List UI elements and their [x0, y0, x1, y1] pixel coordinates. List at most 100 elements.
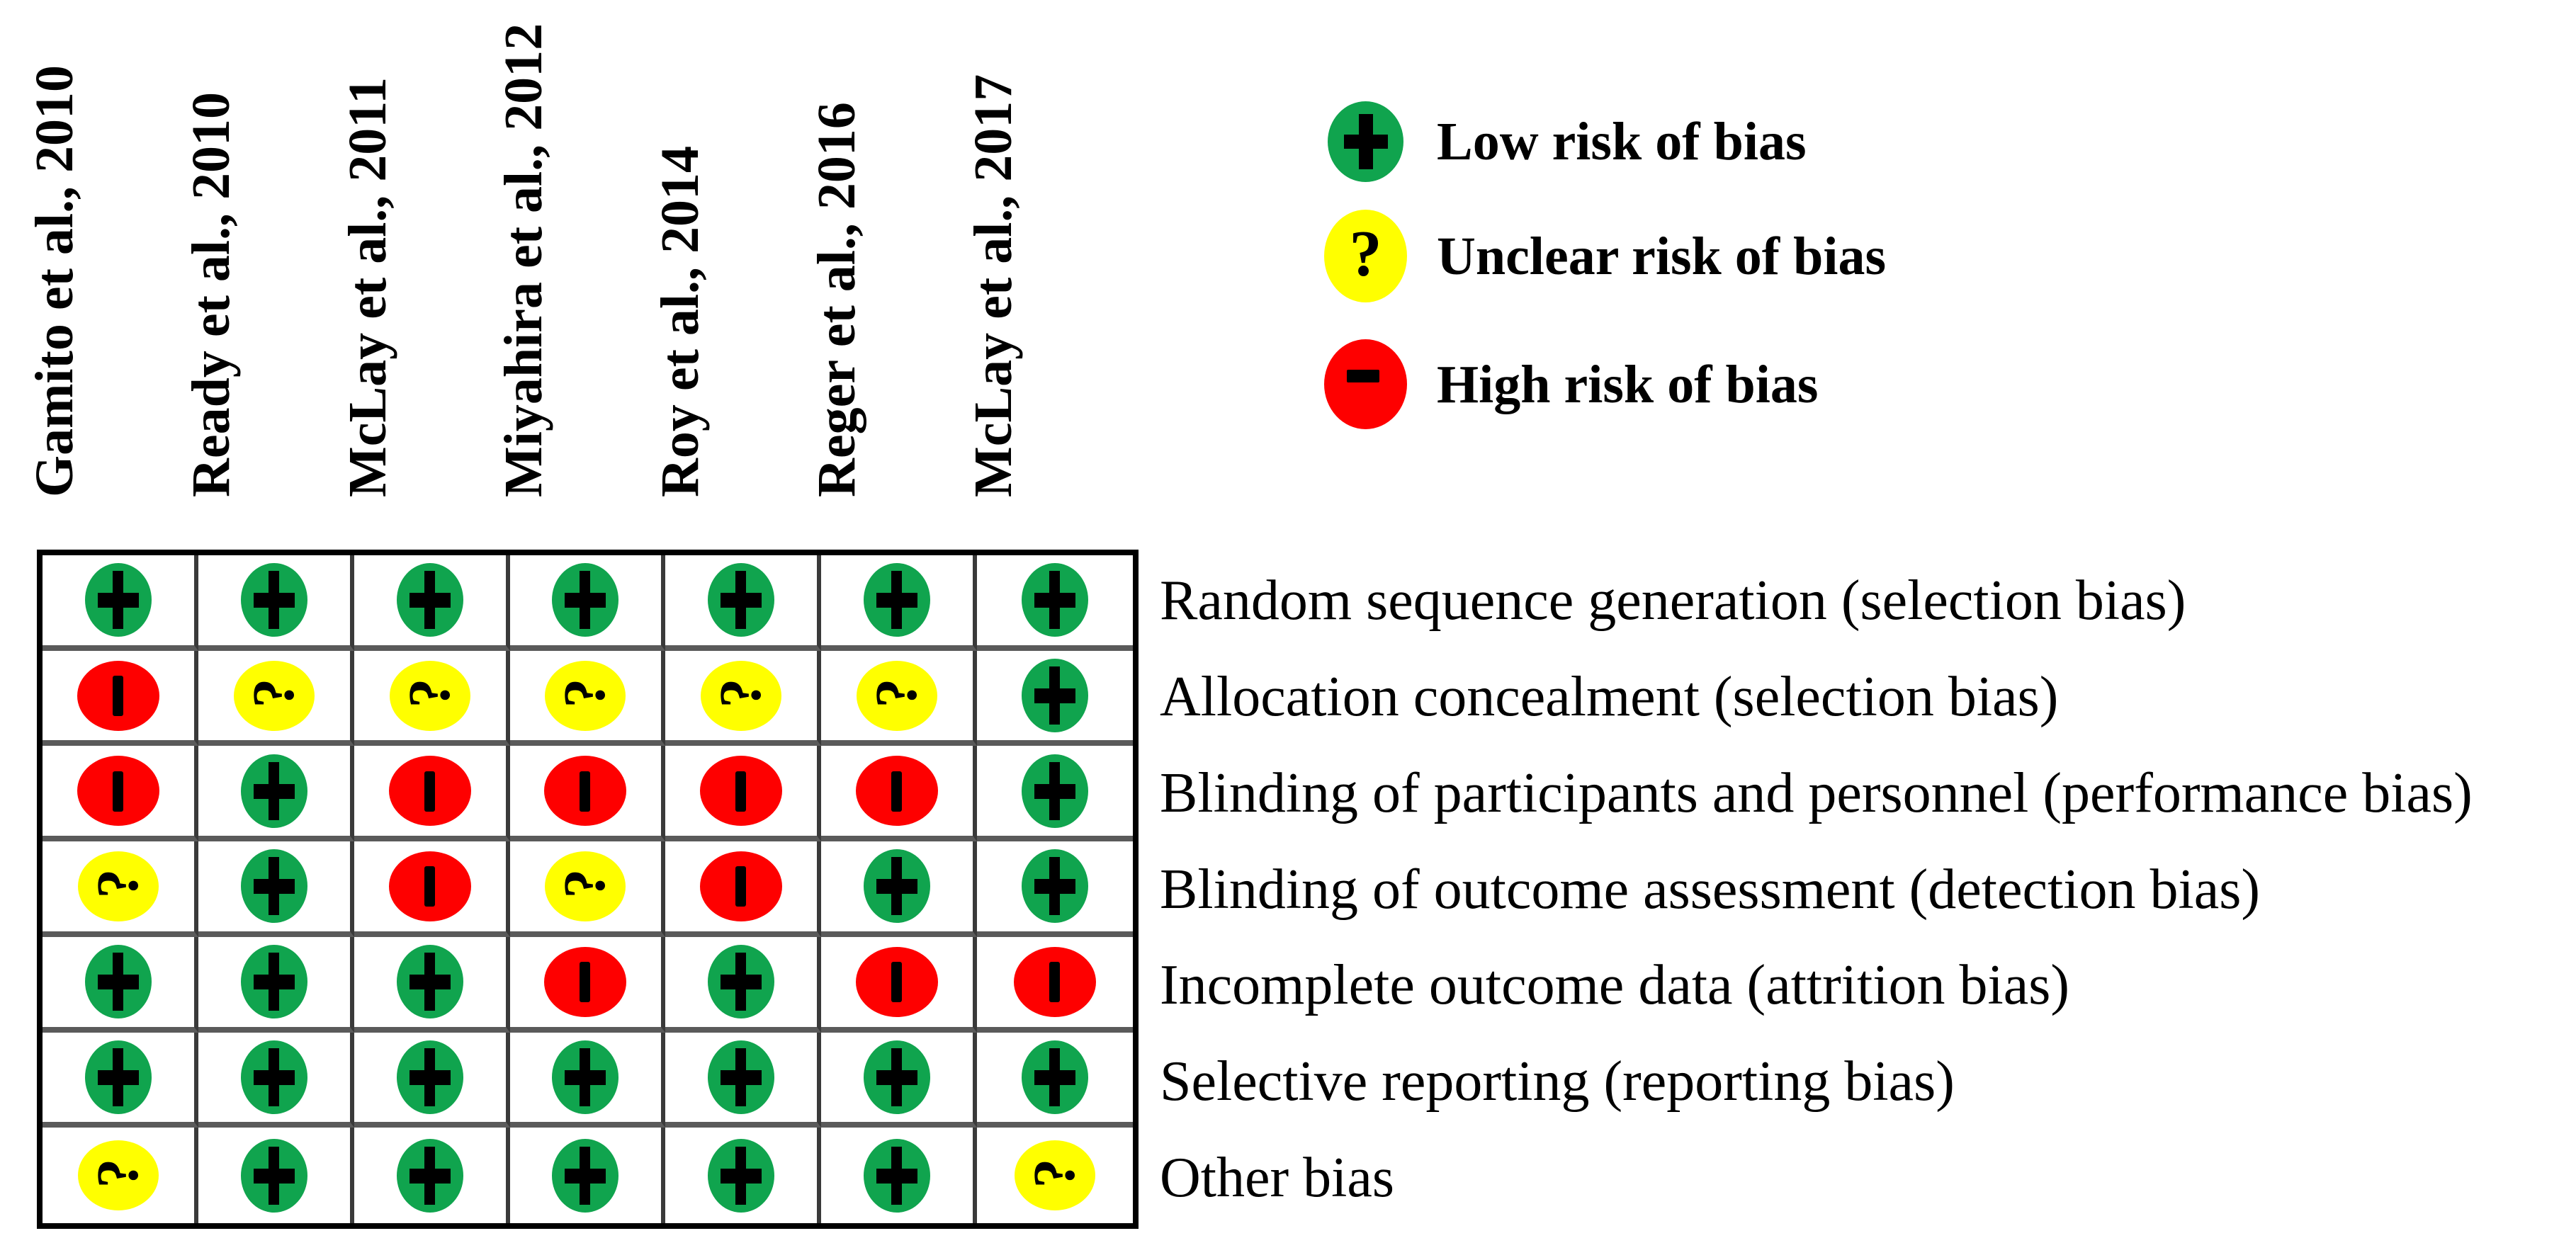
low-risk-icon: [396, 563, 463, 637]
low-risk-icon: [1022, 659, 1089, 733]
low-risk-icon: [1022, 563, 1089, 637]
bias-domain-label: Other bias: [1160, 1147, 1395, 1209]
low-risk-icon: [1022, 754, 1089, 828]
judgement-cell: [821, 841, 978, 937]
judgement-cell: [198, 1128, 354, 1223]
judgement-cell: ?: [198, 650, 354, 747]
judgement-cell: [977, 746, 1133, 842]
unclear-risk-icon: ?: [77, 851, 159, 921]
high-risk-icon: [1324, 339, 1407, 429]
bias-domain-label: Allocation concealment (selection bias): [1160, 666, 2059, 728]
unclear-risk-icon: ?: [857, 660, 938, 731]
judgement-cell: [354, 555, 510, 651]
low-risk-icon: [240, 1138, 307, 1213]
judgement-cell: ?: [354, 650, 510, 747]
unclear-risk-icon: ?: [545, 660, 626, 731]
minus-icon: [735, 771, 747, 812]
legend-label-high: High risk of bias: [1437, 355, 1819, 414]
low-risk-icon: [1328, 101, 1403, 182]
minus-icon: [891, 962, 903, 1003]
judgement-cell: [821, 1032, 978, 1128]
low-risk-icon: [708, 563, 775, 637]
low-risk-icon: [552, 1040, 619, 1114]
judgement-cell: ?: [509, 650, 666, 747]
judgement-cell: [977, 650, 1133, 747]
low-risk-icon: [1022, 1040, 1089, 1114]
unclear-risk-icon: ?: [233, 660, 315, 731]
low-risk-icon: [552, 1138, 619, 1213]
minus-icon: [580, 962, 591, 1003]
judgement-cell: [665, 746, 822, 842]
study-column-header: McLay et al., 2011: [338, 76, 397, 497]
minus-icon: [580, 771, 591, 812]
judgement-table: ? ? ? ? ? ? ? ?: [37, 550, 1139, 1229]
unclear-risk-icon: ?: [77, 1140, 159, 1211]
judgement-cell: [821, 936, 978, 1033]
high-risk-icon: [1014, 946, 1097, 1017]
unclear-risk-icon: ?: [701, 660, 782, 731]
bias-domain-label: Incomplete outcome data (attrition bias): [1160, 954, 2069, 1016]
high-risk-icon: [856, 946, 939, 1017]
high-risk-icon: [856, 756, 939, 827]
bias-domain-label: Blinding of outcome assessment (detectio…: [1160, 858, 2261, 921]
question-mark-icon: ?: [1349, 216, 1382, 289]
legend-label-low: Low risk of bias: [1437, 112, 1807, 171]
unclear-risk-icon: ?: [545, 851, 626, 921]
judgement-cell: [509, 1032, 666, 1128]
low-risk-icon: [396, 1138, 463, 1213]
judgement-cell: [198, 936, 354, 1033]
judgement-cell: [198, 746, 354, 842]
judgement-cell: [43, 936, 198, 1033]
judgement-cell: [977, 936, 1133, 1033]
study-column-header: Ready et al., 2010: [181, 91, 241, 497]
judgement-cell: [665, 555, 822, 651]
low-risk-icon: [708, 1138, 775, 1213]
question-mark-icon: ?: [708, 678, 774, 708]
question-mark-icon: ?: [396, 678, 463, 708]
judgement-cell: [665, 936, 822, 1033]
bias-domain-label: Random sequence generation (selection bi…: [1160, 569, 2186, 632]
judgement-cell: [43, 650, 198, 747]
low-risk-icon: [240, 1040, 307, 1114]
question-mark-icon: ?: [864, 678, 930, 708]
low-risk-icon: [84, 563, 152, 637]
low-risk-icon: [708, 1040, 775, 1114]
judgement-cell: [43, 555, 198, 651]
judgement-cell: [665, 1128, 822, 1223]
high-risk-icon: [700, 756, 783, 827]
study-column-header: Gamito et al., 2010: [25, 64, 84, 497]
judgement-cell: ?: [665, 650, 822, 747]
high-risk-icon: [388, 851, 471, 921]
judgement-cell: [665, 841, 822, 937]
unclear-risk-icon: ?: [1324, 210, 1407, 302]
minus-icon: [112, 771, 123, 812]
high-risk-icon: [544, 756, 627, 827]
high-risk-icon: [700, 851, 783, 921]
question-mark-icon: ?: [84, 869, 151, 899]
low-risk-icon: [240, 945, 307, 1019]
minus-icon: [1049, 962, 1061, 1003]
study-column-header: McLay et al., 2017: [964, 74, 1023, 497]
minus-icon: [1346, 369, 1379, 382]
judgement-cell: [354, 936, 510, 1033]
high-risk-icon: [77, 660, 159, 731]
question-mark-icon: ?: [552, 678, 618, 708]
low-risk-icon: [864, 1040, 931, 1114]
judgement-cell: [43, 1032, 198, 1128]
judgement-cell: [977, 1032, 1133, 1128]
study-column-header: Miyahira et al., 2012: [494, 23, 553, 497]
low-risk-icon: [1022, 849, 1089, 924]
judgement-cell: ?: [821, 650, 978, 747]
judgement-cell: [509, 1128, 666, 1223]
question-mark-icon: ?: [1022, 1158, 1088, 1188]
minus-icon: [735, 866, 747, 907]
legend-label-unclear: Unclear risk of bias: [1437, 227, 1887, 286]
low-risk-icon: [84, 1040, 152, 1114]
question-mark-icon: ?: [84, 1158, 151, 1188]
minus-icon: [424, 771, 435, 812]
unclear-risk-icon: ?: [1015, 1140, 1096, 1211]
low-risk-icon: [708, 945, 775, 1019]
judgement-cell: [821, 1128, 978, 1223]
low-risk-icon: [864, 849, 931, 924]
